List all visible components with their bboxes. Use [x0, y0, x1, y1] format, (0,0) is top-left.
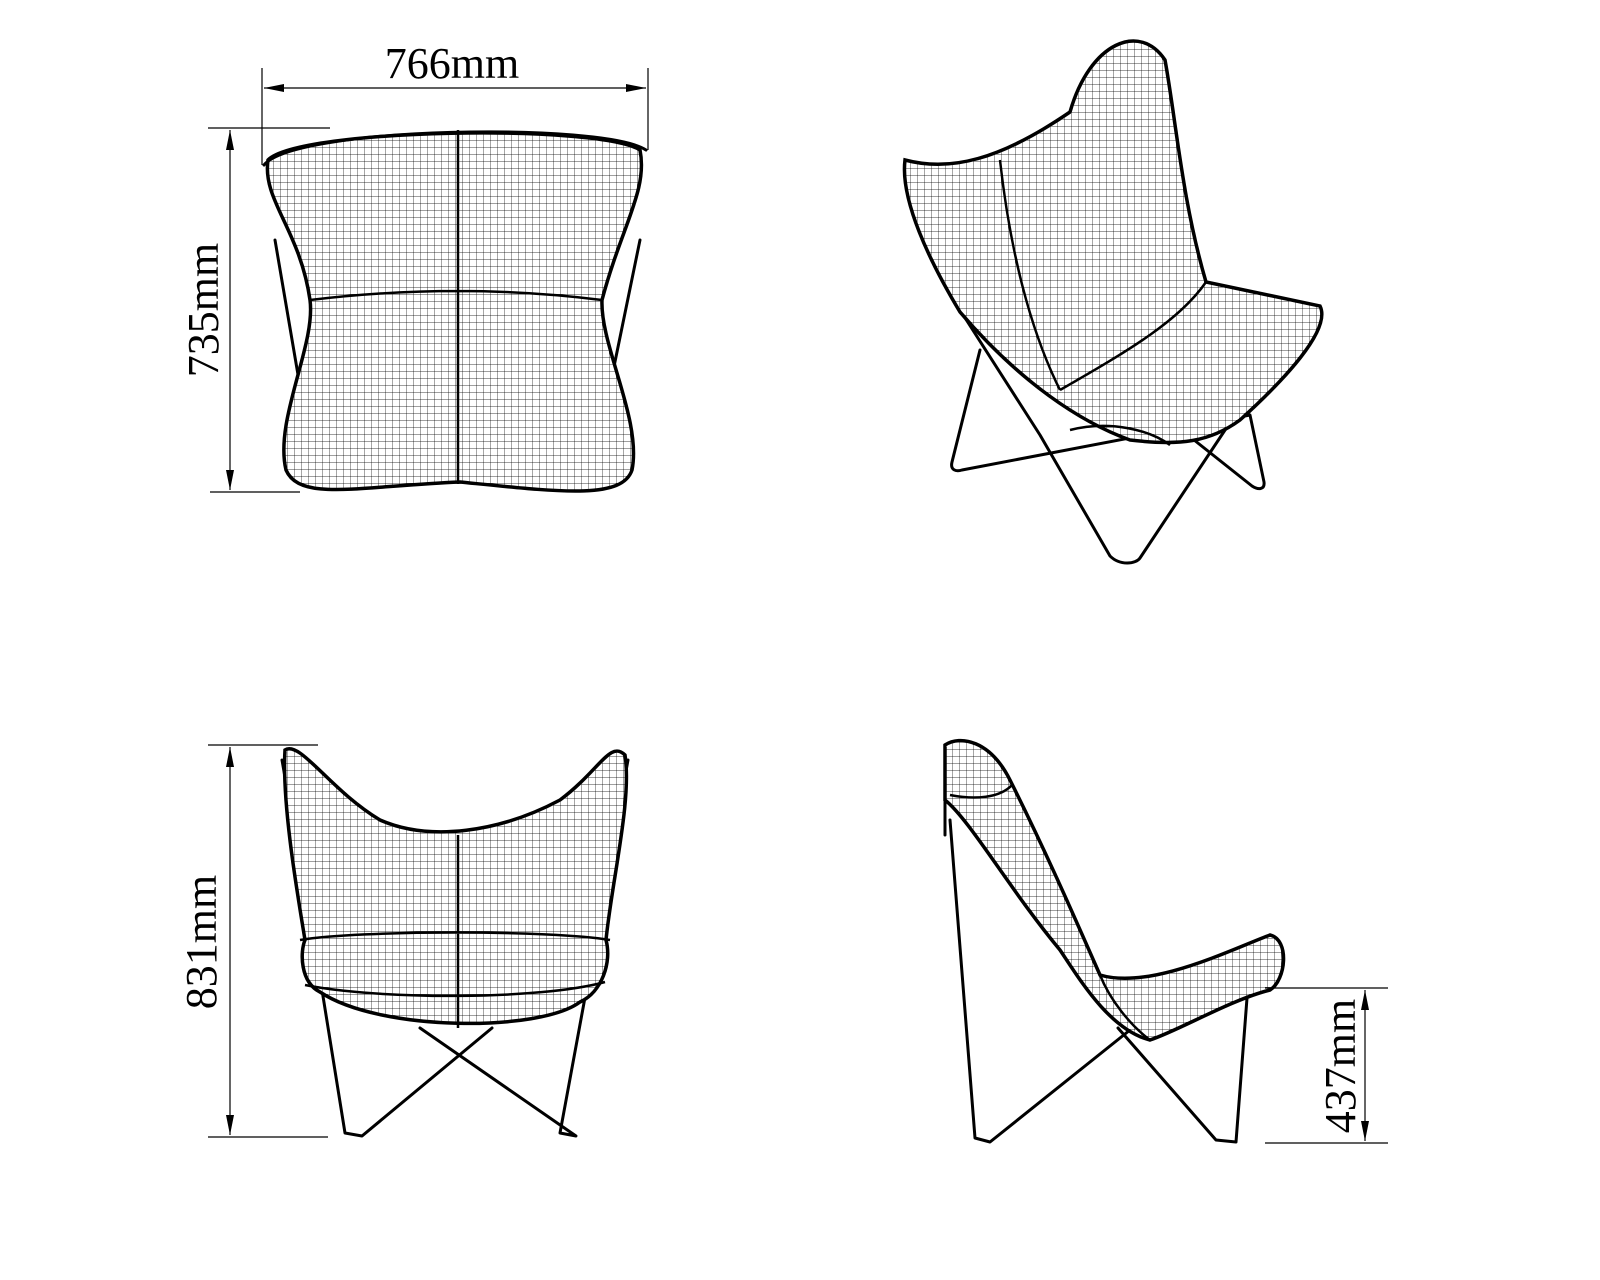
side-view: [943, 738, 1286, 1144]
width-label: 766mm: [385, 39, 519, 88]
height-label: 831mm: [177, 875, 226, 1009]
perspective-view-fabric: [902, 39, 1324, 445]
top-view-fabric: [265, 131, 644, 493]
depth-label: 735mm: [179, 243, 228, 377]
dimension-seat-height: 437mm: [1265, 987, 1388, 1144]
dimension-width: 766mm: [261, 39, 649, 165]
dimension-depth: 735mm: [179, 127, 330, 493]
front-view-fabric: [282, 746, 629, 1026]
side-view-fabric: [943, 738, 1286, 1042]
front-view: [280, 746, 630, 1138]
top-view: [262, 130, 648, 493]
dimension-height: 831mm: [177, 744, 328, 1138]
seat-height-label: 437mm: [1316, 999, 1365, 1133]
perspective-view: [902, 39, 1324, 565]
